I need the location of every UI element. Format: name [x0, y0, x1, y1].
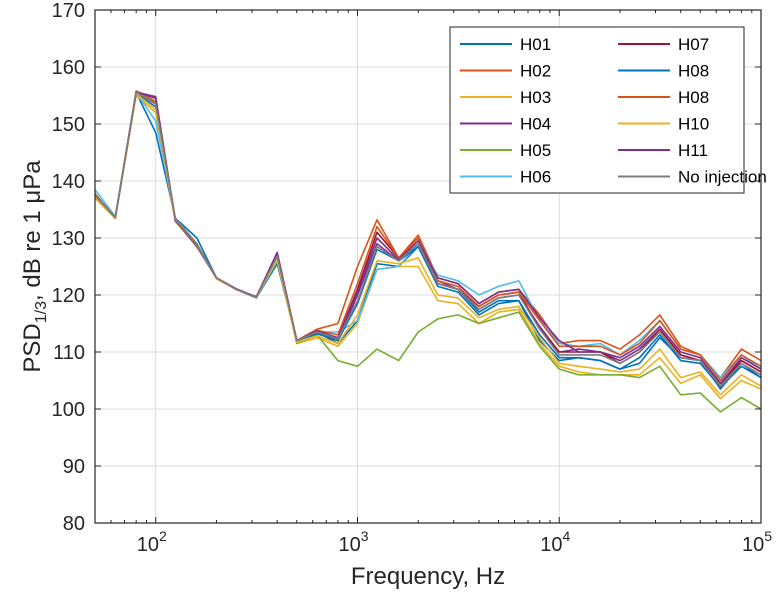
plot-frame [94, 9, 762, 524]
tick-marks [94, 9, 762, 524]
legend-label: H01 [520, 35, 551, 54]
legend-box [449, 26, 745, 194]
x-axis-label: Frequency, Hz [351, 563, 505, 590]
x-tick-label: 103 [338, 528, 368, 556]
x-tick-base: 10 [137, 534, 159, 556]
x-tick-exponent: 2 [159, 528, 167, 544]
y-tick-label: 130 [52, 228, 85, 250]
legend-label: H08 [678, 62, 709, 81]
y-tick-label: 140 [52, 171, 85, 193]
legend: H01 H02 H03 H04 H05 H06 H07 H08 H08 H10 H11 No inje… [449, 26, 767, 194]
legend-label: H07 [678, 35, 709, 54]
x-tick-label: 104 [540, 528, 570, 556]
y-axis-label: PSD1/3, dB re 1 μPa [19, 160, 50, 373]
y-tick-label: 150 [52, 114, 85, 136]
legend-label: H11 [678, 141, 708, 160]
y-axis-label-subscript: 1/3 [33, 301, 50, 323]
x-tick-base: 10 [540, 534, 562, 556]
y-axis-label-main: PSD [19, 323, 46, 372]
series-lines [94, 90, 762, 413]
x-tick-label: 102 [137, 528, 167, 556]
legend-label: H10 [678, 115, 709, 134]
legend-label: H08 [678, 88, 709, 107]
x-tick-exponent: 4 [562, 528, 570, 544]
y-tick-label: 120 [52, 285, 85, 307]
x-tick-base: 10 [338, 534, 360, 556]
x-tick-base: 10 [742, 534, 764, 556]
y-tick-label: 80 [63, 513, 85, 535]
series-line-no-injection [94, 91, 762, 388]
x-tick-label: 105 [742, 528, 772, 556]
y-tick-label: 170 [52, 0, 85, 22]
legend-label: H05 [520, 141, 551, 160]
legend-label: H06 [520, 168, 551, 187]
legend-label: H04 [520, 115, 551, 134]
y-tick-label: 160 [52, 57, 85, 79]
legend-label: H02 [520, 62, 551, 81]
legend-label: H03 [520, 88, 551, 107]
legend-label: No injection [678, 168, 767, 187]
y-tick-label: 100 [52, 399, 85, 421]
y-axis-label-tail: , dB re 1 μPa [19, 160, 46, 301]
y-tick-label: 90 [63, 456, 85, 478]
x-tick-exponent: 5 [764, 528, 772, 544]
x-tick-exponent: 3 [361, 528, 369, 544]
y-tick-label: 110 [53, 342, 85, 364]
